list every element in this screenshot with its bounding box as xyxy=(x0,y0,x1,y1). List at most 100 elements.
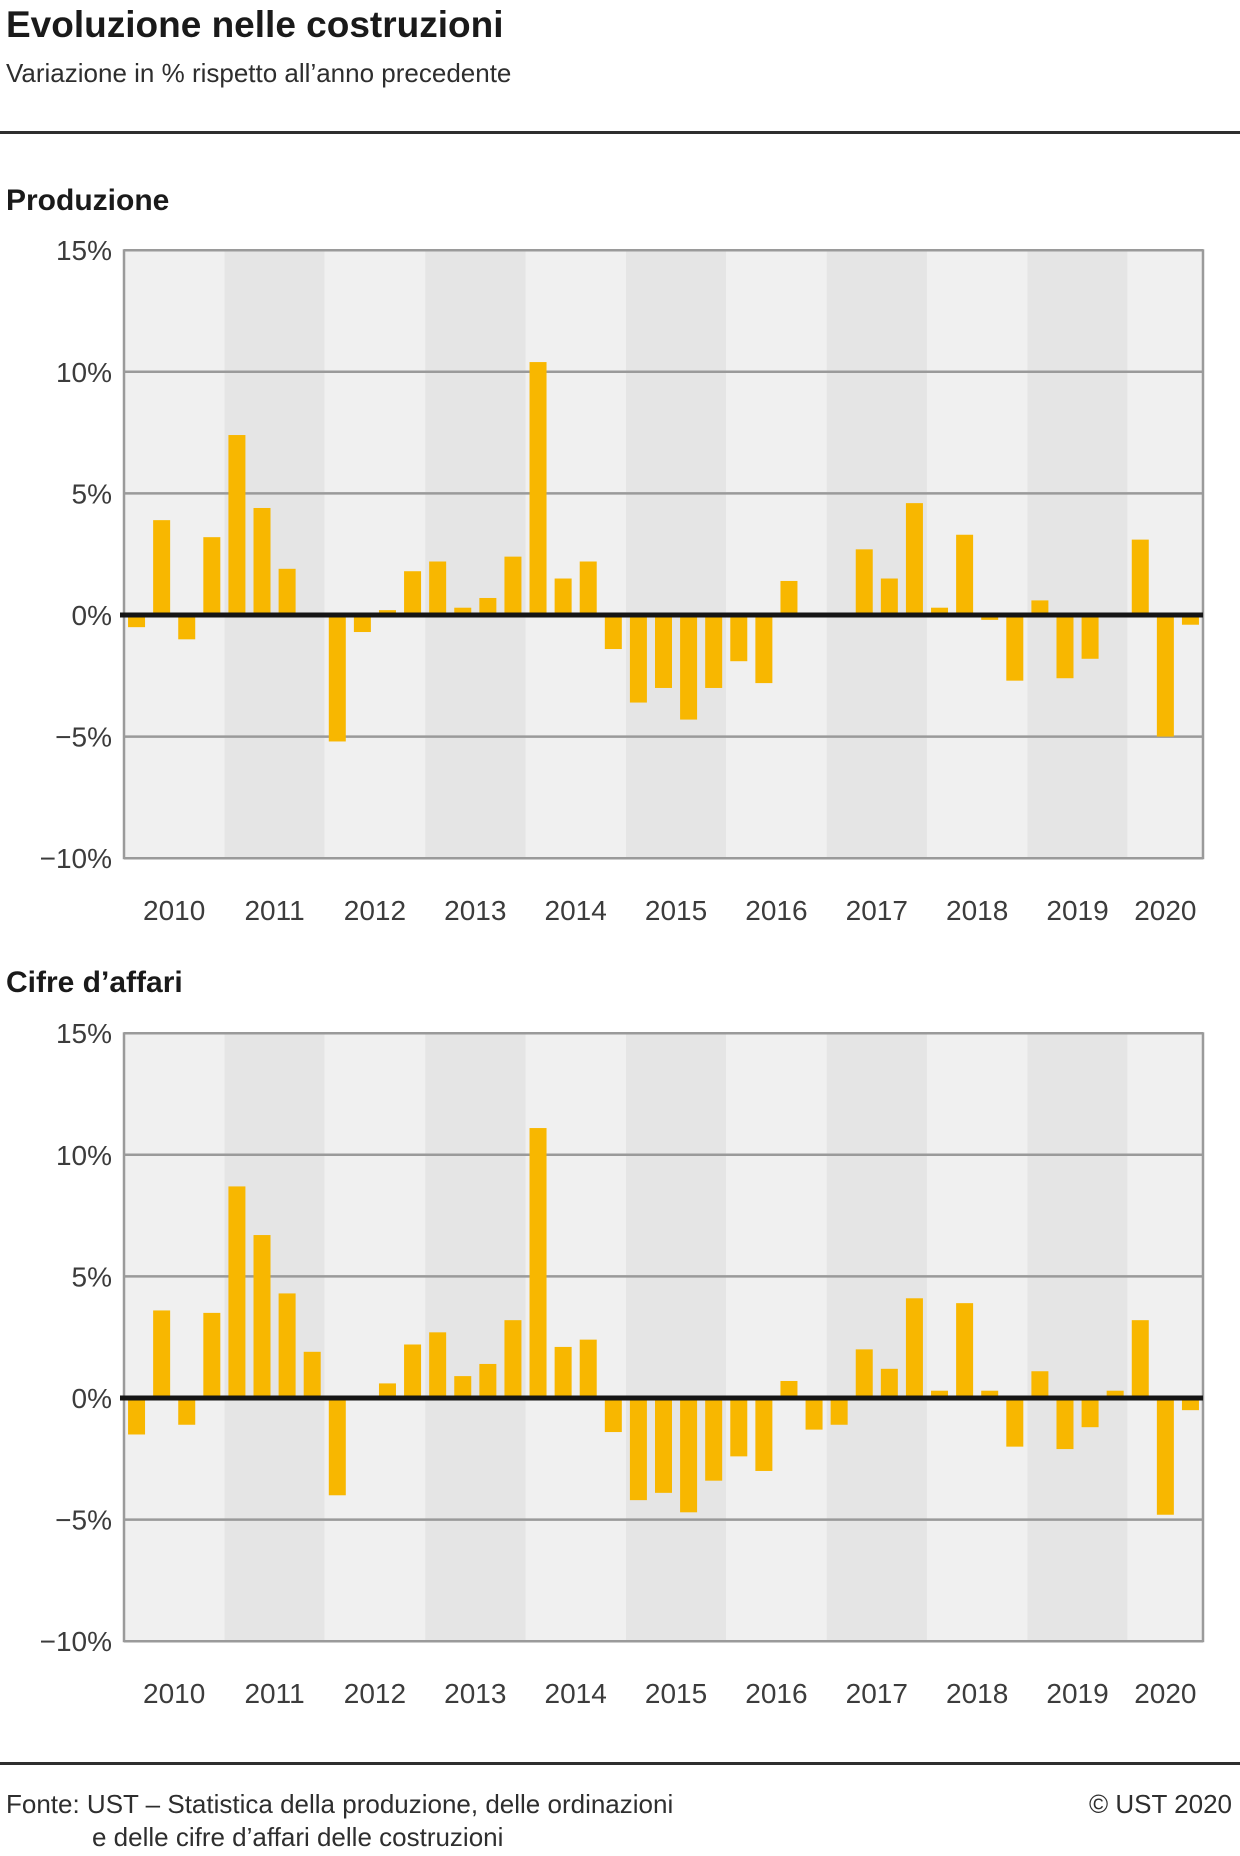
year-label: 2013 xyxy=(444,895,506,926)
year-label: 2016 xyxy=(745,1678,807,1709)
y-tick-label: 5% xyxy=(72,478,112,509)
year-band xyxy=(425,250,526,859)
bar xyxy=(730,1398,748,1457)
year-label: 2019 xyxy=(1046,895,1108,926)
y-tick-label: 15% xyxy=(56,235,112,266)
bar xyxy=(956,534,974,615)
bar xyxy=(454,607,472,615)
footer-divider xyxy=(0,1762,1240,1765)
bar xyxy=(278,1293,296,1398)
bar xyxy=(429,1332,447,1398)
bar xyxy=(479,597,497,615)
bar xyxy=(504,556,522,615)
bar xyxy=(629,1398,647,1501)
year-label: 2011 xyxy=(244,895,304,926)
y-tick-label: 10% xyxy=(56,357,112,388)
y-tick-label: 0% xyxy=(72,1383,112,1414)
year-label: 2012 xyxy=(344,895,406,926)
bar xyxy=(579,561,597,615)
year-label: 2020 xyxy=(1134,1678,1196,1709)
bar xyxy=(1106,1390,1124,1398)
bar xyxy=(905,1298,923,1398)
chart-heading-produzione: Produzione xyxy=(6,184,170,217)
bar xyxy=(1056,615,1074,679)
year-label: 2020 xyxy=(1134,895,1196,926)
y-tick-label: 10% xyxy=(56,1140,112,1171)
charts-canvas: 15% 10% 5% 0% −5% −10% 2010 2011 2012 2013 2014 201… xyxy=(40,235,1205,1709)
bar xyxy=(1131,1320,1149,1398)
page-title: Evoluzione nelle costruzioni xyxy=(6,4,504,45)
year-label: 2012 xyxy=(344,1678,406,1709)
bar xyxy=(454,1376,472,1398)
bar xyxy=(128,1398,146,1435)
bar xyxy=(178,1398,196,1425)
y-tick-label: −5% xyxy=(55,1505,112,1536)
bar xyxy=(1156,1398,1174,1515)
bar xyxy=(378,1383,396,1398)
bar xyxy=(855,1349,873,1398)
bar xyxy=(1056,1398,1074,1450)
bar xyxy=(554,578,572,615)
bar xyxy=(1156,615,1174,737)
bar xyxy=(128,615,146,628)
page-subtitle: Variazione in % rispetto all’anno preced… xyxy=(6,58,512,88)
year-label: 2015 xyxy=(645,1678,707,1709)
bar xyxy=(755,1398,773,1471)
bar xyxy=(1006,615,1024,681)
header-divider xyxy=(0,131,1240,134)
year-label: 2016 xyxy=(745,895,807,926)
bar xyxy=(805,1398,823,1430)
bar xyxy=(1081,1398,1099,1428)
source-text-line2: e delle cifre d’affari delle costruzioni xyxy=(92,1822,504,1852)
bar xyxy=(1031,1371,1049,1398)
year-band xyxy=(1027,1033,1128,1642)
bar xyxy=(504,1320,522,1398)
copyright-text: © UST 2020 xyxy=(1089,1789,1232,1819)
y-tick-label: 5% xyxy=(72,1261,112,1292)
bar xyxy=(730,615,748,662)
bar xyxy=(855,549,873,615)
bar xyxy=(830,1398,848,1425)
bar xyxy=(328,615,346,742)
bar xyxy=(203,537,221,615)
bar xyxy=(429,561,447,615)
bar xyxy=(655,615,672,688)
y-tick-label: 0% xyxy=(72,600,112,631)
bar xyxy=(604,1398,622,1433)
bar xyxy=(529,362,547,615)
bar xyxy=(1031,600,1049,615)
year-label: 2017 xyxy=(846,1678,908,1709)
bar xyxy=(328,1398,346,1496)
bar xyxy=(880,1368,898,1398)
bar xyxy=(1131,539,1149,615)
bar xyxy=(931,607,949,615)
bar xyxy=(303,1351,321,1398)
bar xyxy=(981,1390,999,1398)
year-label: 2015 xyxy=(645,895,707,926)
year-band xyxy=(726,1033,827,1642)
bar xyxy=(680,1398,698,1513)
bar xyxy=(1181,615,1199,625)
year-label: 2010 xyxy=(143,895,205,926)
bar xyxy=(956,1303,974,1398)
year-band xyxy=(726,250,827,859)
bar xyxy=(203,1312,221,1398)
bar xyxy=(253,1235,271,1398)
bar xyxy=(1181,1398,1199,1411)
year-band xyxy=(926,250,1028,859)
bar xyxy=(479,1363,497,1398)
bar xyxy=(705,615,723,688)
bar xyxy=(655,1398,672,1493)
year-label: 2018 xyxy=(946,1678,1008,1709)
year-label: 2013 xyxy=(444,1678,506,1709)
bar xyxy=(780,580,798,615)
year-label: 2014 xyxy=(545,895,607,926)
bar xyxy=(931,1390,949,1398)
chart-heading-cifre-daffari: Cifre d’affari xyxy=(6,966,183,999)
bar xyxy=(353,615,371,633)
year-band xyxy=(926,1033,1028,1642)
bar xyxy=(604,615,622,650)
bar xyxy=(680,615,698,720)
year-band xyxy=(324,1033,426,1642)
bar xyxy=(228,435,246,615)
